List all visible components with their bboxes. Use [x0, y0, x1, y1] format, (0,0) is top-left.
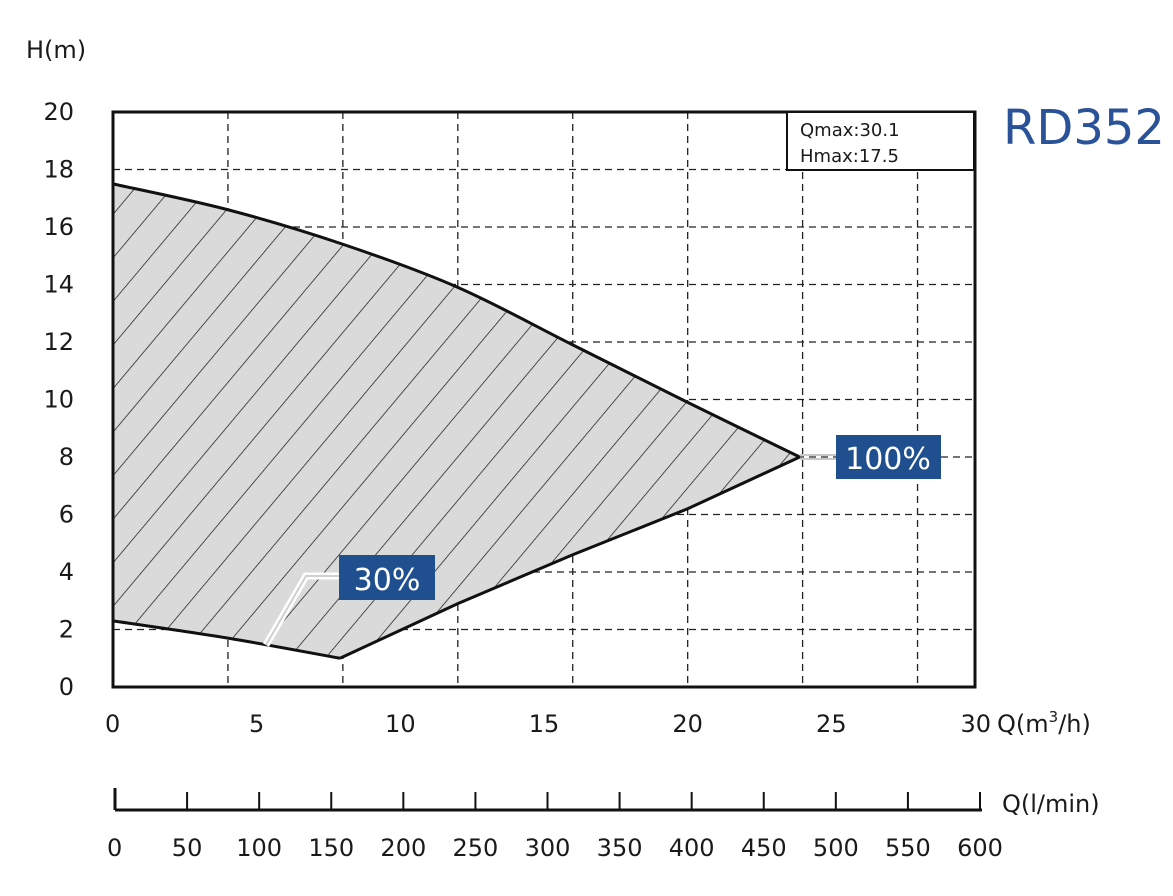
curve-100-percent	[112, 182, 801, 459]
secondary-axis: 0 50 100 150 200 250 300 350 400 450 500 550 600	[107, 788, 1003, 862]
x2-tick-label: 500	[813, 834, 859, 862]
y-tick-label: 4	[59, 558, 74, 586]
x-tick-labels: 0 5 10 15 20 25 30	[105, 710, 991, 738]
info-box: Qmax:30.1 Hmax:17.5	[786, 111, 975, 171]
x2-tick-label: 100	[236, 834, 282, 862]
x-tick-label: 20	[672, 710, 703, 738]
operating-area-hatch	[113, 183, 800, 659]
y-tick-label: 0	[59, 673, 74, 701]
x2-tick-label: 450	[741, 834, 787, 862]
y-tick-label: 20	[43, 98, 74, 126]
curve-badges: 100% 30%	[262, 435, 941, 647]
y-tick-label: 10	[43, 386, 74, 414]
x-tick-label: 30	[960, 710, 991, 738]
model-label: RD352	[1003, 100, 1165, 156]
x2-tick-label: 0	[107, 834, 122, 862]
curve-max-flow-limit	[339, 455, 801, 660]
x2-tick-label: 250	[453, 834, 499, 862]
leader-30	[265, 575, 340, 646]
y-tick-label: 2	[59, 616, 74, 644]
y-tick-label: 6	[59, 501, 74, 529]
x-tick-label: 15	[529, 710, 560, 738]
x-tick-label: 25	[816, 710, 847, 738]
badge-100-label: 100%	[845, 442, 931, 477]
y-tick-label: 18	[43, 156, 74, 184]
x2-tick-label: 150	[308, 834, 354, 862]
x2-tick-label: 350	[597, 834, 643, 862]
x-tick-label: 5	[249, 710, 264, 738]
curve-30-percent	[112, 619, 341, 660]
x2-tick-label: 400	[669, 834, 715, 862]
badge-100-percent	[836, 435, 941, 479]
x-tick-label: 0	[105, 710, 120, 738]
plot-frame	[111, 110, 977, 689]
y-tick-labels: 0 2 4 6 8 10 12 14 16 18 20	[43, 98, 74, 701]
x-tick-label: 10	[385, 710, 416, 738]
y-tick-label: 12	[43, 328, 74, 356]
info-qmax: Qmax:30.1	[800, 120, 900, 141]
y-axis-label: H(m)	[26, 36, 86, 64]
operating-area	[112, 182, 801, 660]
x-axis-label: Q(m3/h)	[997, 708, 1091, 738]
y-tick-label: 16	[43, 213, 74, 241]
y-tick-label: 8	[59, 443, 74, 471]
x2-tick-label: 200	[380, 834, 426, 862]
x2-tick-label: 550	[885, 834, 931, 862]
y-tick-label: 14	[43, 271, 74, 299]
plot-border	[111, 110, 977, 689]
x2-tick-label: 300	[525, 834, 571, 862]
x2-axis-label: Q(l/min)	[1002, 790, 1100, 818]
x2-tick-label: 50	[172, 834, 203, 862]
x2-tick-label: 600	[957, 834, 1003, 862]
badge-30-label: 30%	[354, 563, 421, 598]
badge-30-percent	[339, 555, 435, 600]
info-hmax: Hmax:17.5	[800, 146, 899, 167]
